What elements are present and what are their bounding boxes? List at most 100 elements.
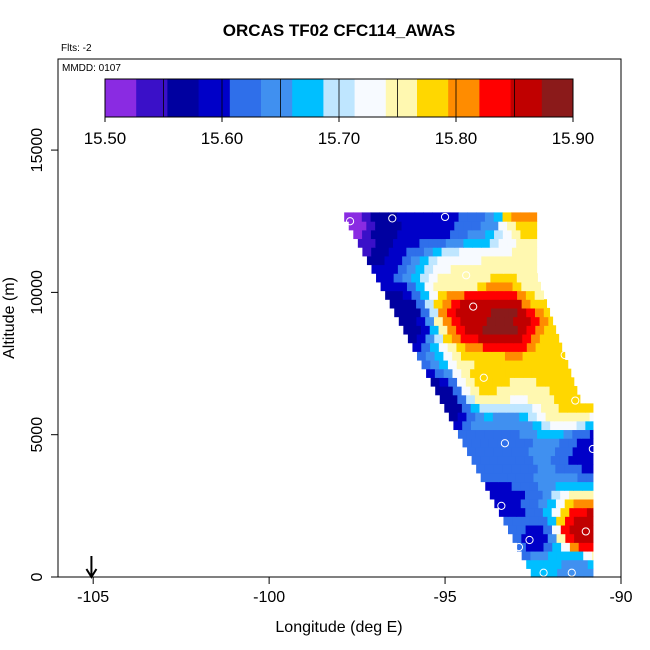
heatmap-cell	[507, 273, 518, 283]
heatmap-cell	[357, 238, 368, 248]
heatmap-cell	[565, 568, 576, 578]
colorbar-tick-label: 15.90	[552, 129, 595, 148]
heatmap-cell	[435, 386, 445, 396]
heatmap-cell	[482, 307, 492, 318]
heatmap-cell	[451, 333, 462, 344]
heatmap-cell	[501, 429, 512, 439]
heatmap-cell	[450, 281, 461, 292]
heatmap-cell	[447, 307, 457, 318]
heatmap-cell	[558, 368, 568, 378]
heatmap-cell	[432, 229, 442, 240]
heatmap-cell	[479, 403, 489, 413]
heatmap-cell	[394, 307, 404, 318]
heatmap-cell	[582, 516, 593, 526]
sample-point	[388, 214, 397, 223]
heatmap-cell	[537, 446, 547, 457]
heatmap-cell	[527, 394, 538, 404]
heatmap-cell	[500, 359, 511, 370]
heatmap-cell	[521, 281, 531, 292]
heatmap-cell	[551, 472, 561, 483]
heatmap-cell	[466, 429, 477, 439]
heatmap-cell	[524, 490, 535, 500]
sample-point	[500, 541, 509, 550]
heatmap-cell	[546, 464, 556, 474]
heatmap-cell	[582, 533, 593, 543]
heatmap-cell	[478, 351, 488, 361]
heatmap-cell	[470, 386, 480, 396]
heatmap-cell	[535, 359, 546, 370]
heatmap-cell	[590, 481, 594, 491]
heatmap-cell	[531, 333, 541, 344]
sample-point	[514, 543, 524, 552]
heatmap-cell	[469, 351, 480, 361]
heatmap-cell	[433, 299, 444, 309]
heatmap-cell	[483, 394, 494, 404]
heatmap-cell	[562, 394, 573, 404]
heatmap-cell	[572, 412, 582, 422]
sample-point	[571, 396, 580, 405]
sample-point	[497, 501, 506, 510]
heatmap-cell	[472, 238, 482, 248]
sample-point	[543, 276, 552, 286]
heatmap-cell	[459, 264, 469, 274]
heatmap-cell	[572, 429, 582, 439]
heatmap-cell	[573, 516, 584, 526]
heatmap-cell	[483, 377, 493, 387]
heatmap-cell	[501, 377, 511, 387]
heatmap-cell	[592, 550, 594, 561]
heatmap-cell	[529, 229, 538, 240]
heatmap-cell	[526, 559, 536, 569]
heatmap-cell	[547, 498, 557, 509]
heatmap-cell	[571, 377, 575, 387]
heatmap-cell	[412, 325, 422, 335]
heatmap-cell	[575, 386, 578, 396]
heatmap-cell	[494, 229, 504, 240]
heatmap-cell	[366, 221, 376, 231]
heatmap-cell	[530, 316, 541, 326]
heatmap-cell	[586, 490, 594, 500]
heatmap-cell	[486, 281, 496, 292]
heatmap-cell	[568, 455, 578, 465]
heatmap-cell	[497, 455, 508, 465]
heatmap-cell	[488, 438, 499, 448]
heatmap-cell	[533, 455, 543, 465]
x-tick-label: -100	[253, 589, 285, 606]
heatmap-cell	[401, 221, 411, 231]
heatmap-cell	[552, 325, 557, 335]
heatmap-cell	[542, 490, 552, 500]
heatmap-cell	[448, 412, 459, 422]
heatmap-cell	[454, 238, 464, 248]
heatmap-cell	[421, 359, 431, 370]
heatmap-cell	[452, 368, 462, 378]
colorbar-tick-label: 15.80	[435, 129, 478, 148]
heatmap-cell	[470, 368, 480, 378]
heatmap-cell	[525, 524, 535, 535]
heatmap-cell	[582, 498, 592, 509]
heatmap-cell	[528, 446, 539, 457]
heatmap-cell	[555, 498, 566, 509]
heatmap-cell	[540, 351, 550, 361]
heatmap-cell	[480, 455, 490, 465]
heatmap-cell	[546, 446, 556, 457]
heatmap-cell	[554, 394, 564, 404]
heatmap-cell	[489, 221, 499, 231]
colorbar-tick-label: 15.60	[201, 129, 244, 148]
heatmap-cell	[485, 481, 495, 491]
heatmap-cell	[511, 229, 522, 240]
heatmap-cell	[370, 212, 380, 222]
heatmap-cell	[523, 403, 533, 413]
heatmap-cell	[443, 386, 454, 396]
sample-point	[440, 212, 450, 222]
heatmap-cell	[498, 221, 508, 231]
heatmap-cell	[578, 559, 589, 569]
x-axis: -105 -100 -95 -90	[77, 576, 633, 606]
heatmap-cell	[503, 247, 513, 257]
heatmap-cell	[434, 333, 444, 344]
heatmap-cell	[529, 247, 538, 257]
y-axis: 0 5000 10000 15000	[29, 128, 59, 581]
heatmap-cell	[522, 368, 533, 378]
heatmap-cell	[564, 464, 574, 474]
heatmap-cell	[499, 290, 509, 300]
sample-point	[500, 439, 509, 448]
heatmap-cell	[515, 472, 526, 483]
